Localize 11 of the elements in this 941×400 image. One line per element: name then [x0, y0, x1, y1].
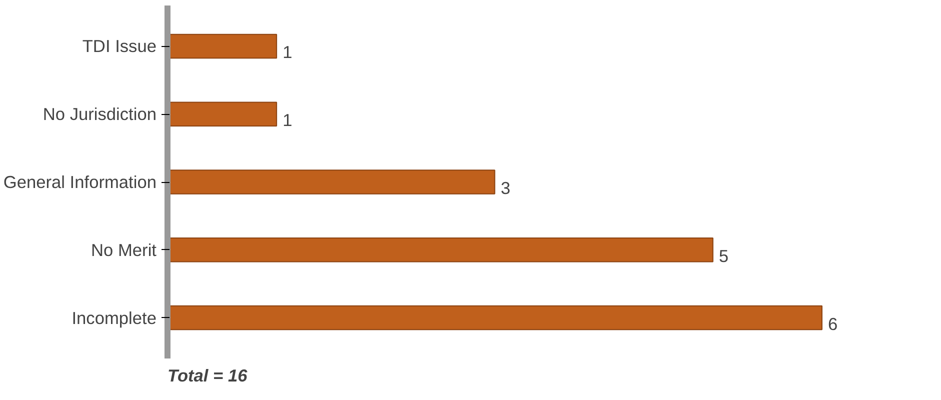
y-tick-label: No Merit — [91, 240, 157, 260]
data-label: 1 — [282, 42, 292, 62]
y-tick-label: Incomplete — [72, 308, 157, 328]
y-tick-label: No Jurisdiction — [42, 104, 156, 124]
y-tick-label: General Information — [3, 172, 157, 192]
data-label: 6 — [828, 314, 838, 334]
text: Total = 16 — [168, 366, 248, 386]
data-label: 5 — [718, 246, 729, 266]
data-label: 1 — [282, 110, 292, 130]
data-label: 3 — [500, 178, 510, 198]
y-tick-label: TDI Issue — [82, 36, 157, 56]
